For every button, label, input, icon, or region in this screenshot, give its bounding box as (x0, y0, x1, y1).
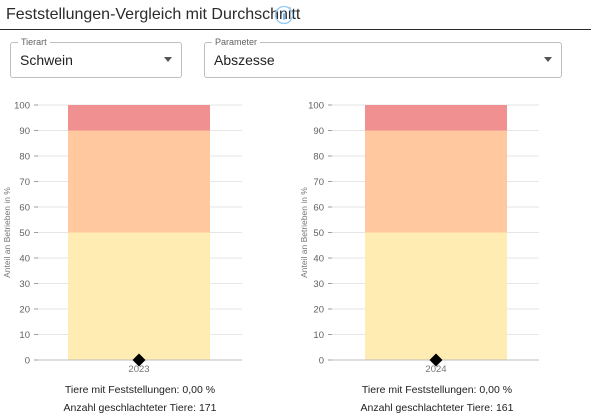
value-marker (429, 353, 443, 367)
y-tick-label: 30 (19, 279, 30, 290)
tierart-select-label: Tierart (18, 36, 50, 48)
chevron-down-icon (544, 57, 552, 62)
band-50-90 (365, 130, 507, 233)
parameter-select[interactable]: Parameter Abszesse (204, 36, 562, 78)
y-tick-label: 40 (19, 254, 30, 265)
y-tick-label: 10 (313, 330, 324, 341)
y-tick-label: 30 (313, 279, 324, 290)
band-90-100 (68, 105, 210, 131)
y-tick-label: 60 (313, 203, 324, 214)
value-marker (132, 353, 146, 367)
band-0-50 (68, 232, 210, 360)
y-tick-label: 60 (19, 203, 30, 214)
widget-header: Feststellungen-Vergleich mit Durchschnit… (0, 0, 591, 30)
y-tick-label: 0 (319, 356, 324, 367)
y-tick-label: 50 (313, 228, 324, 239)
y-tick-label: 100 (308, 101, 324, 112)
chevron-down-icon (164, 57, 172, 62)
y-tick-label: 20 (313, 305, 324, 316)
caption-slaughtered-2023: Anzahl geschlachteter Tiere: 171 (63, 402, 217, 414)
parameter-select-value: Abszesse (214, 52, 275, 68)
band-0-50 (365, 232, 507, 360)
caption-findings-2023: Tiere mit Feststellungen: 0,00 % (64, 384, 216, 396)
y-tick-label: 70 (19, 177, 30, 188)
y-tick-label: 50 (19, 228, 30, 239)
y-tick-label: 70 (313, 177, 324, 188)
y-tick-label: 80 (19, 152, 30, 163)
y-tick-label: 90 (19, 126, 30, 137)
y-tick-label: 80 (313, 152, 324, 163)
band-90-100 (365, 105, 507, 131)
y-axis-title: Anteil an Betrieben in % (299, 187, 309, 278)
x-tick-label: 2024 (425, 364, 446, 375)
parameter-select-label: Parameter (212, 36, 261, 48)
x-tick-label: 2023 (128, 364, 149, 375)
y-tick-label: 20 (19, 305, 30, 316)
y-axis-title: Anteil an Betrieben in % (2, 187, 12, 278)
chart-2023: 0 10 20 30 40 50 60 70 80 90 100 Anteil an Betriebe… (2, 101, 242, 375)
tierart-select-value: Schwein (20, 52, 73, 68)
info-icon[interactable] (274, 5, 294, 25)
y-tick-label: 0 (25, 356, 30, 367)
widget-title: Feststellungen-Vergleich mit Durchschnit… (6, 6, 301, 23)
caption-findings-2024: Tiere mit Feststellungen: 0,00 % (361, 384, 513, 396)
y-tick-label: 40 (313, 254, 324, 265)
chart-2024: 0 10 20 30 40 50 60 70 80 90 100 Anteil an Betriebe… (299, 101, 539, 375)
y-tick-label: 100 (14, 101, 30, 112)
band-50-90 (68, 130, 210, 233)
tierart-select[interactable]: Tierart Schwein (10, 36, 182, 78)
caption-slaughtered-2024: Anzahl geschlachteter Tiere: 161 (360, 402, 514, 414)
y-tick-label: 90 (313, 126, 324, 137)
y-tick-label: 10 (19, 330, 30, 341)
